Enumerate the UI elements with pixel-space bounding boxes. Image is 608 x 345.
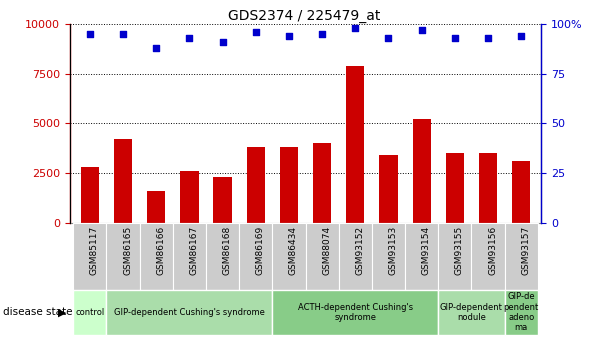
Bar — [512, 161, 530, 223]
Bar — [305, 223, 339, 290]
Point — [218, 39, 227, 45]
Text: GSM86434: GSM86434 — [289, 226, 298, 275]
Bar — [147, 191, 165, 223]
Text: GSM86165: GSM86165 — [123, 226, 132, 275]
Point — [350, 26, 360, 31]
Bar — [446, 153, 464, 223]
Bar — [413, 119, 431, 223]
Point — [384, 35, 393, 41]
Point — [450, 35, 460, 41]
Text: GSM88074: GSM88074 — [322, 226, 331, 275]
Point — [184, 35, 194, 41]
Point — [483, 35, 493, 41]
Bar — [372, 223, 405, 290]
Bar — [313, 143, 331, 223]
Bar — [339, 223, 372, 290]
Bar — [206, 223, 239, 290]
Bar — [247, 147, 265, 223]
Bar — [239, 223, 272, 290]
Bar — [180, 171, 198, 223]
Text: GSM86169: GSM86169 — [256, 226, 264, 275]
Bar — [280, 147, 298, 223]
Bar — [81, 167, 99, 223]
Text: control: control — [75, 308, 105, 317]
Text: GSM86167: GSM86167 — [189, 226, 198, 275]
Bar — [114, 139, 132, 223]
Bar — [73, 290, 106, 335]
Bar — [106, 290, 272, 335]
Point — [151, 45, 161, 51]
Text: ACTH-dependent Cushing's
syndrome: ACTH-dependent Cushing's syndrome — [298, 303, 413, 322]
Text: disease state: disease state — [3, 307, 72, 317]
Text: GSM93156: GSM93156 — [488, 226, 497, 275]
Bar — [505, 223, 538, 290]
Text: GSM85117: GSM85117 — [90, 226, 99, 275]
Text: GIP-dependent
nodule: GIP-dependent nodule — [440, 303, 503, 322]
Text: GSM86168: GSM86168 — [223, 226, 232, 275]
Point — [516, 33, 526, 39]
Text: GIP-de
pendent
adeno
ma: GIP-de pendent adeno ma — [503, 292, 539, 332]
Bar — [106, 223, 140, 290]
Point — [251, 29, 261, 35]
Bar — [272, 290, 438, 335]
Bar — [272, 223, 305, 290]
Bar — [346, 66, 364, 223]
Bar — [471, 223, 505, 290]
Text: GIP-dependent Cushing's syndrome: GIP-dependent Cushing's syndrome — [114, 308, 265, 317]
Text: GDS2374 / 225479_at: GDS2374 / 225479_at — [228, 9, 380, 23]
Point — [118, 31, 128, 37]
Bar — [140, 223, 173, 290]
Bar — [438, 290, 505, 335]
Bar — [479, 153, 497, 223]
Bar — [405, 223, 438, 290]
Bar — [505, 290, 538, 335]
Point — [317, 31, 327, 37]
Text: GSM93155: GSM93155 — [455, 226, 464, 275]
Text: GSM93153: GSM93153 — [389, 226, 398, 275]
Bar — [438, 223, 471, 290]
Text: GSM93154: GSM93154 — [422, 226, 430, 275]
Bar — [73, 223, 106, 290]
Bar — [173, 223, 206, 290]
Point — [417, 27, 427, 33]
Text: GSM93152: GSM93152 — [355, 226, 364, 275]
Text: GSM93157: GSM93157 — [521, 226, 530, 275]
Point — [85, 31, 95, 37]
Point — [284, 33, 294, 39]
Bar — [379, 155, 398, 223]
Text: GSM86166: GSM86166 — [156, 226, 165, 275]
Text: ▶: ▶ — [58, 307, 67, 317]
Bar — [213, 177, 232, 223]
